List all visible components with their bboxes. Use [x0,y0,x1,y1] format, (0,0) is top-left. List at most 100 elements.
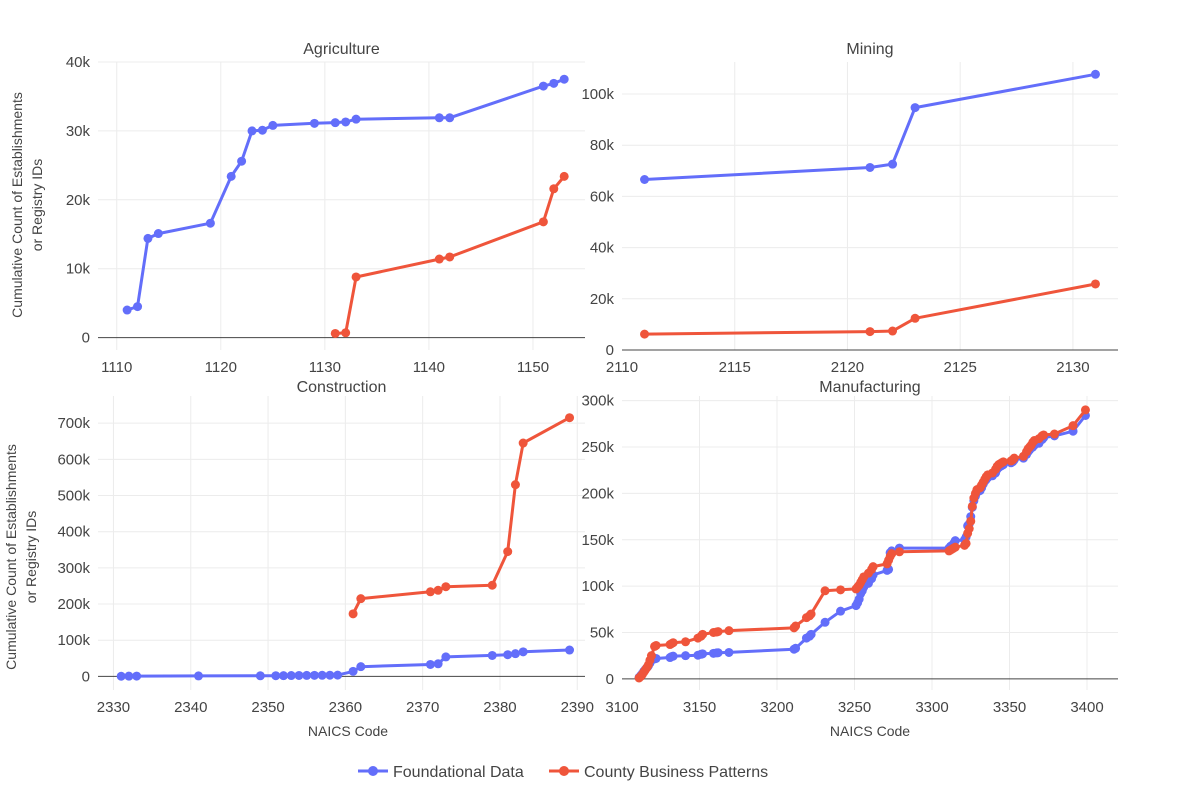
series-line-county-business-patterns [638,408,1087,680]
y-tick-label: 250k [581,439,614,456]
y-tick-label: 700k [57,415,90,432]
data-point-foundational-data [1090,69,1100,79]
data-point-county-business-patterns [503,547,513,557]
data-point-county-business-patterns [538,217,548,227]
x-tick-label: 2380 [483,699,516,716]
data-point-foundational-data [132,671,142,681]
y-axis-title-bottom-line2: or Registry IDs [23,511,39,604]
x-tick-label: 1110 [101,359,132,376]
data-point-county-business-patterns [865,327,875,337]
data-point-foundational-data [351,114,361,124]
data-point-foundational-data [888,159,898,169]
y-tick-label: 30k [66,123,91,140]
data-point-county-business-patterns [1039,430,1049,440]
legend: Foundational Data County Business Patter… [358,764,768,781]
y-tick-label: 400k [57,524,90,541]
data-point-county-business-patterns [559,171,569,181]
data-point-foundational-data [257,125,267,135]
data-point-county-business-patterns [1049,429,1059,439]
y-tick-label: 0 [606,342,614,359]
data-point-foundational-data [565,645,575,655]
data-point-foundational-data [143,233,153,243]
data-point-county-business-patterns [806,609,816,619]
data-point-county-business-patterns [445,252,455,262]
data-point-county-business-patterns [348,609,358,619]
data-point-foundational-data [333,670,343,680]
series-line-county-business-patterns [644,282,1096,336]
data-point-county-business-patterns [964,524,974,534]
data-point-foundational-data [317,670,327,680]
x-tick-label: 2120 [831,359,864,376]
x-tick-label: 2370 [406,699,439,716]
data-point-foundational-data [133,302,143,312]
panel-construction: 2330 2340 2350 2360 2370 2380 2390 0 100k 200k 300… [57,379,593,716]
data-point-foundational-data [193,671,203,681]
data-point-foundational-data [116,671,126,681]
y-tick-label: 50k [590,624,615,641]
data-point-foundational-data [330,118,340,128]
data-point-county-business-patterns [651,640,661,650]
data-point-county-business-patterns [950,542,960,552]
data-point-foundational-data [441,652,451,662]
data-point-foundational-data [271,671,281,681]
data-point-foundational-data [124,671,134,681]
panel-title: Construction [297,379,387,396]
data-point-county-business-patterns [836,585,846,595]
data-point-foundational-data [279,671,289,681]
data-point-foundational-data [503,650,513,660]
x-tick-label: 2130 [1056,359,1089,376]
x-tick-label: 2115 [719,359,751,376]
y-tick-label: 0 [82,668,90,685]
y-tick-label: 150k [581,532,614,549]
legend-label-foundational-data: Foundational Data [393,764,524,781]
y-tick-label: 200k [57,596,90,613]
data-point-county-business-patterns [1090,279,1100,289]
series-line-county-business-patterns [351,416,571,615]
data-point-foundational-data [836,606,846,616]
data-point-foundational-data [713,648,723,658]
data-point-foundational-data [309,118,319,128]
legend-label-county-business-patterns: County Business Patterns [584,764,768,781]
data-point-county-business-patterns [646,651,656,661]
y-tick-label: 20k [590,291,615,308]
data-point-foundational-data [518,647,528,657]
data-point-county-business-patterns [681,637,691,647]
data-point-county-business-patterns [998,457,1008,467]
data-point-foundational-data [237,156,247,166]
x-tick-label: 1120 [205,359,237,376]
y-tick-label: 200k [581,485,614,502]
data-point-county-business-patterns [713,627,723,637]
data-point-county-business-patterns [351,272,361,282]
data-point-foundational-data [433,659,443,669]
panel-title: Agriculture [303,41,380,58]
x-tick-label: 3350 [993,699,1026,716]
data-point-foundational-data [268,120,278,130]
data-point-county-business-patterns [1009,453,1019,463]
panel-title: Mining [846,41,893,58]
x-tick-label: 3150 [683,699,716,716]
x-axis-title-right: NAICS Code [830,723,910,739]
data-point-county-business-patterns [894,547,904,557]
data-point-foundational-data [325,670,335,680]
x-tick-label: 1130 [309,359,341,376]
data-point-foundational-data [226,171,236,181]
data-point-foundational-data [668,651,678,661]
y-tick-label: 60k [590,188,615,205]
x-axis-title-left: NAICS Code [308,723,388,739]
legend-item-county-business-patterns[interactable]: County Business Patterns [549,764,768,781]
legend-item-foundational-data[interactable]: Foundational Data [358,764,524,781]
data-point-foundational-data [205,218,215,228]
data-point-foundational-data [247,126,257,136]
x-tick-label: 1150 [517,359,549,376]
data-point-county-business-patterns [820,586,830,596]
data-point-county-business-patterns [487,580,497,590]
data-point-foundational-data [806,629,816,639]
data-point-county-business-patterns [967,501,977,511]
data-point-county-business-patterns [549,184,559,194]
x-tick-label: 2110 [606,359,638,376]
data-point-foundational-data [153,229,163,239]
data-point-foundational-data [538,81,548,91]
panel-manufacturing: 3100 3150 3200 3250 3300 3350 3400 0 50k 100k 150k… [581,379,1118,716]
data-point-foundational-data [356,662,366,672]
